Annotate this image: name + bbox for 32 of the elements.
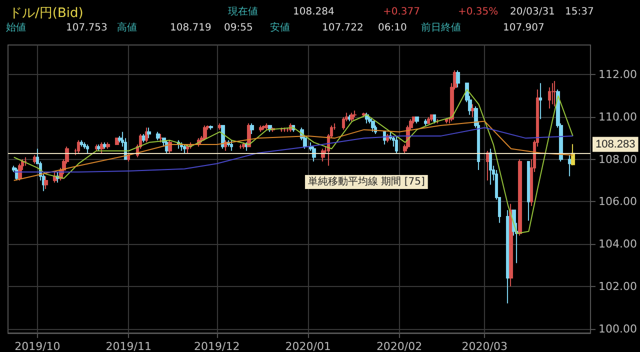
text: 20/03/31 bbox=[510, 6, 555, 18]
y-tick-label: 102.00 bbox=[598, 280, 638, 293]
text: +0.35% bbox=[458, 6, 498, 18]
text: 108.719 bbox=[170, 22, 212, 34]
text: 107.722 bbox=[322, 22, 364, 34]
text: 108.284 bbox=[293, 6, 334, 18]
ref-line-label: 108.283 bbox=[596, 138, 636, 150]
text: 107.753 bbox=[66, 22, 108, 34]
x-tick-label: 2020/02 bbox=[376, 340, 422, 352]
text: 15:37 bbox=[565, 6, 594, 18]
text: 現在値 bbox=[228, 6, 258, 18]
y-tick-label: 112.00 bbox=[598, 68, 638, 82]
y-tick-label: 106.00 bbox=[598, 195, 638, 208]
chart-title: ドル/円(Bid) bbox=[9, 6, 84, 21]
y-tick-label: 104.00 bbox=[598, 238, 638, 251]
text: 107.907 bbox=[503, 22, 544, 34]
y-tick-label: 100.00 bbox=[598, 322, 638, 336]
text: 前日終値 bbox=[421, 22, 461, 34]
x-tick-label: 2020/03 bbox=[462, 340, 508, 352]
x-tick-label: 2020/01 bbox=[285, 340, 331, 352]
text: 09:55 bbox=[224, 22, 253, 34]
x-tick-label: 2019/11 bbox=[106, 340, 152, 352]
text: 始値 bbox=[6, 22, 26, 34]
x-tick-label: 2019/12 bbox=[194, 340, 240, 352]
y-tick-label: 110.00 bbox=[598, 110, 638, 124]
text: +0.377 bbox=[383, 6, 420, 18]
annotation: 単純移動平均線 期間 [75] bbox=[308, 176, 425, 188]
y-tick-label: 108.00 bbox=[598, 152, 638, 166]
text: 06:10 bbox=[378, 22, 407, 34]
text: 安値 bbox=[270, 22, 290, 34]
x-tick-label: 2019/10 bbox=[14, 340, 60, 352]
text: 高値 bbox=[117, 22, 137, 34]
